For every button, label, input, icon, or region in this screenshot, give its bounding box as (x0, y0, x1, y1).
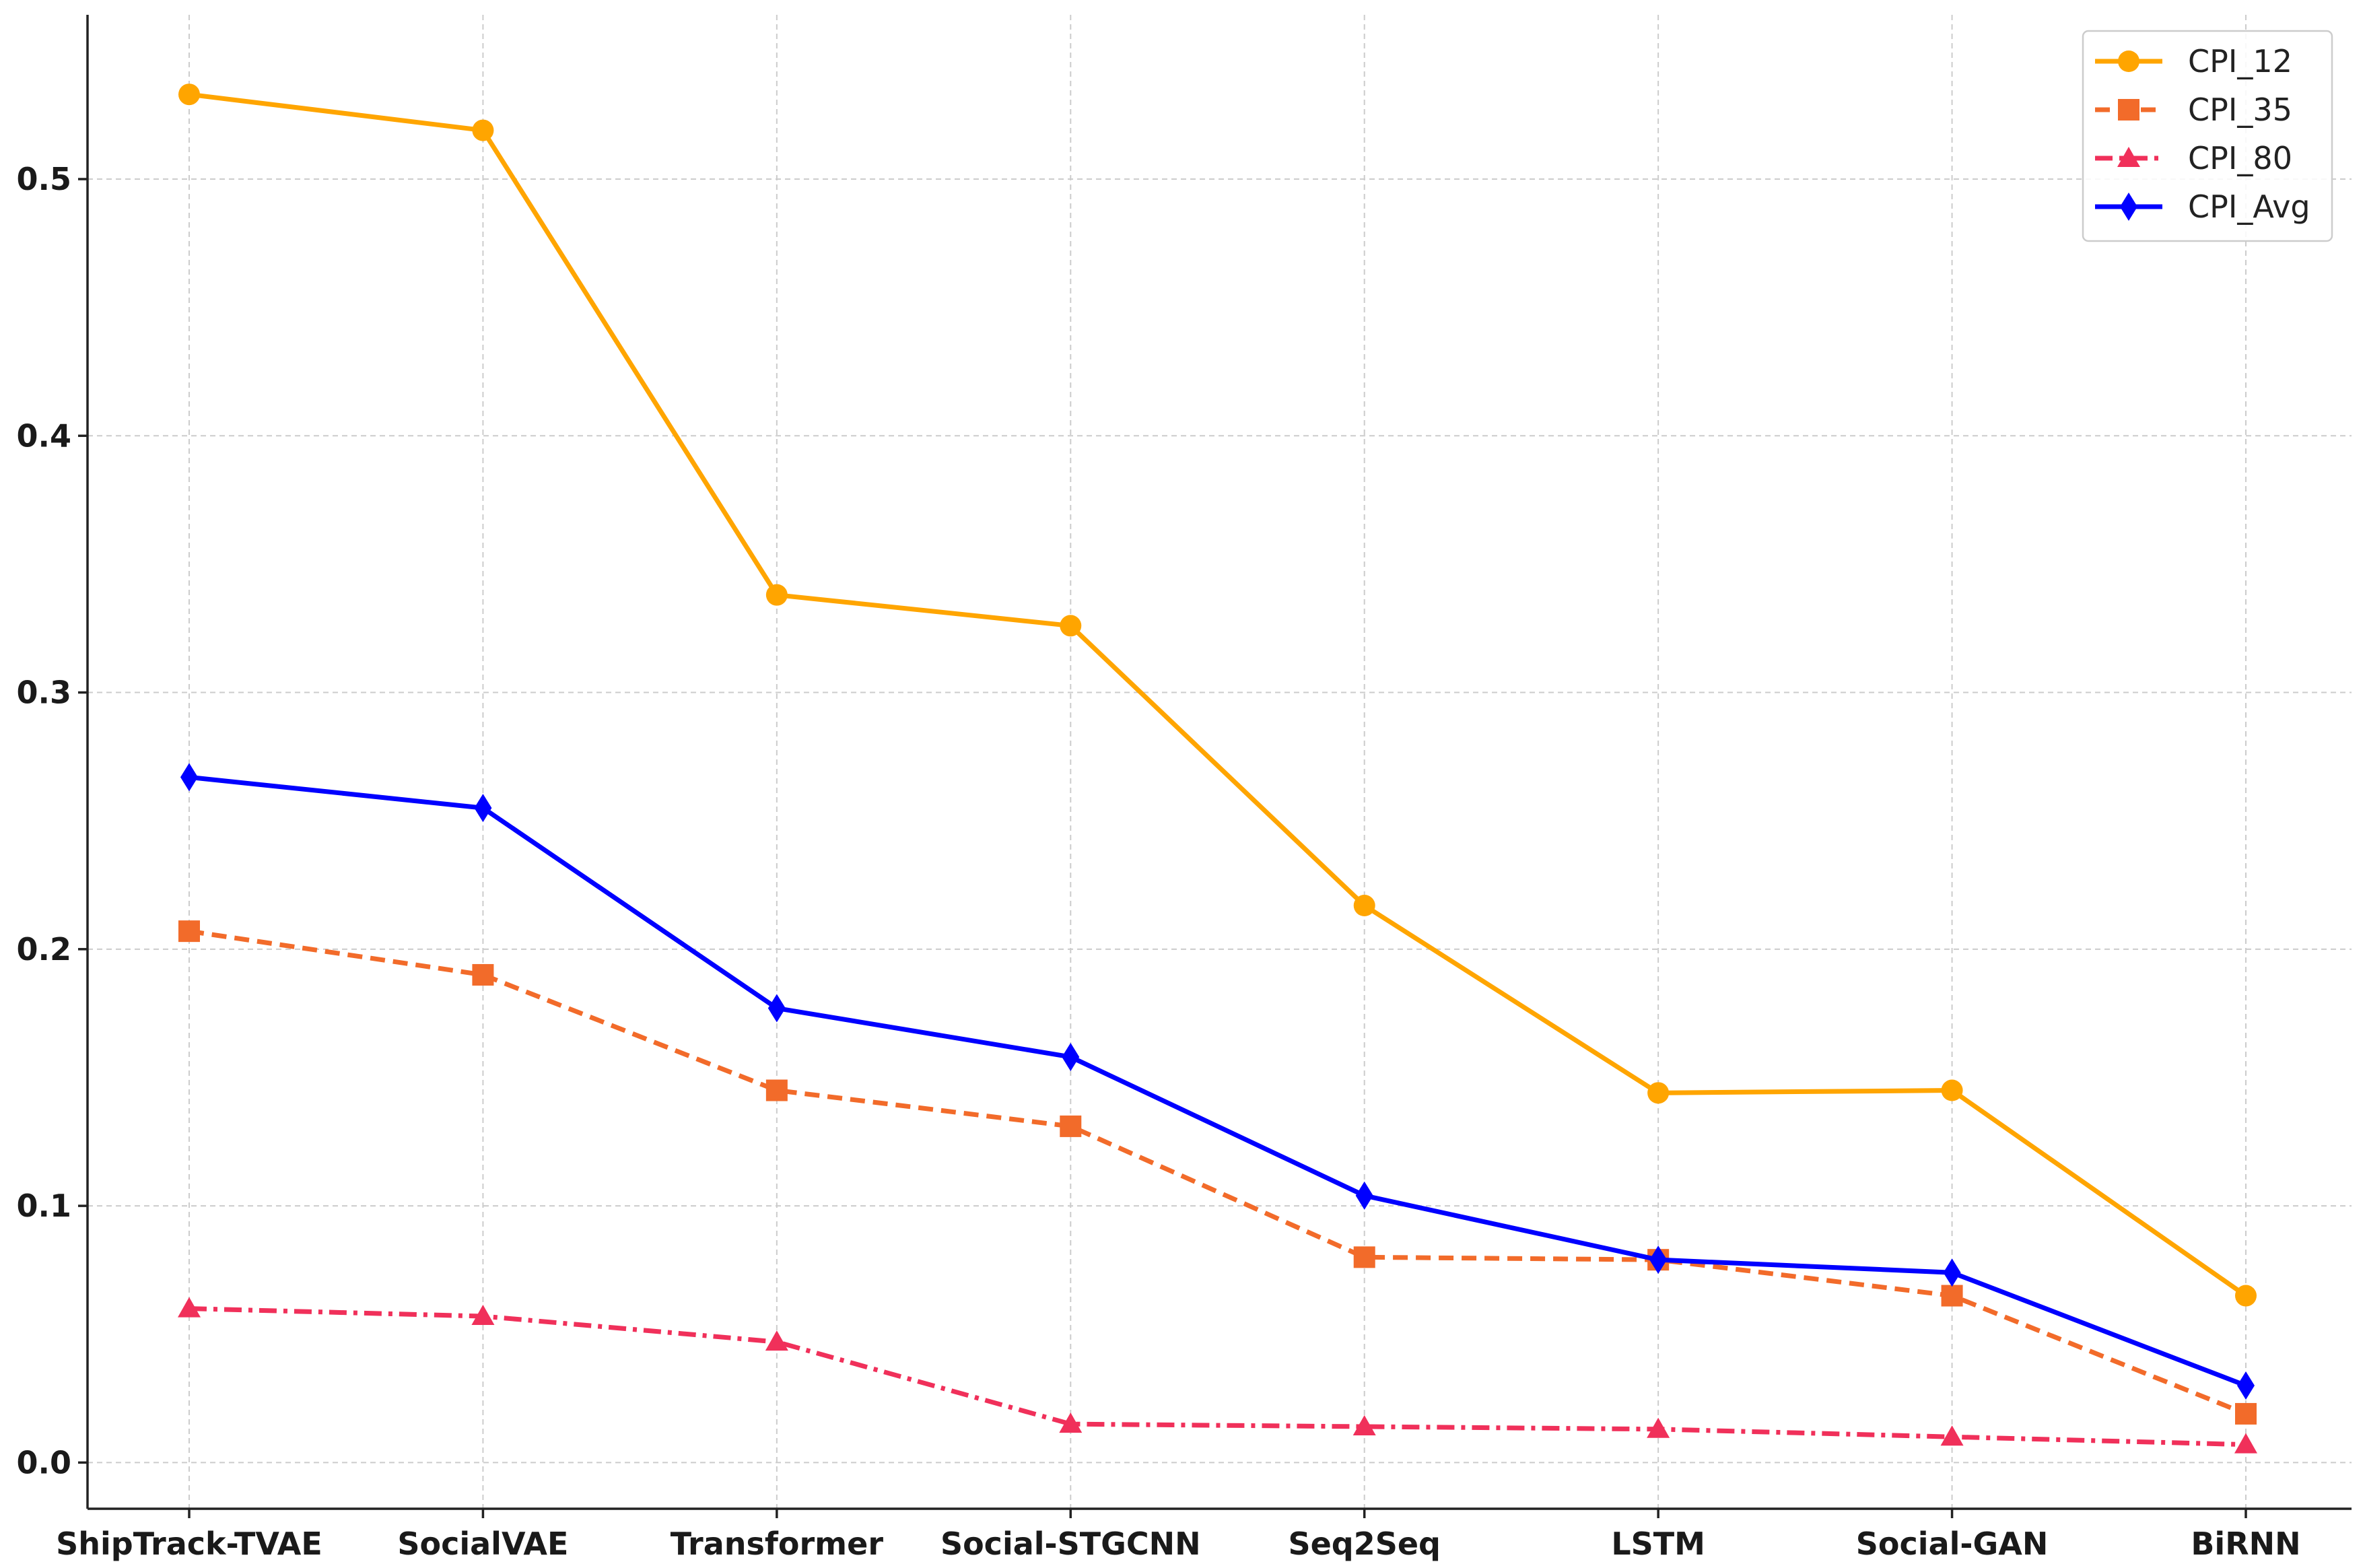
y-tick-label: 0.3 (17, 675, 72, 711)
data-point-cpi-12-social-gan (1941, 1079, 1963, 1101)
axes (86, 15, 2352, 1510)
data-point-cpi-avg-social-gan (1943, 1258, 1961, 1287)
x-tick-label-social-stgcnn: Social-STGCNN (940, 1526, 1201, 1562)
data-point-cpi-12-socialvae (472, 119, 494, 141)
series-line-cpi-80 (188, 1306, 2247, 1447)
data-point-cpi-avg-social-stgcnn (1062, 1042, 1080, 1071)
legend-item-cpi-12: CPI_12 (2095, 43, 2292, 79)
data-point-cpi-12-seq2seq (1353, 895, 1375, 917)
legend-marker-cpi-avg (2120, 193, 2137, 221)
y-tick-label: 0.0 (17, 1444, 72, 1480)
x-tick-label-seq2seq: Seq2Seq (1288, 1526, 1441, 1562)
legend-item-cpi-avg: CPI_Avg (2095, 189, 2310, 225)
data-point-cpi-12-social-stgcnn (1060, 615, 1082, 637)
legend-marker-cpi-35 (2118, 99, 2139, 121)
data-point-cpi-35-social-stgcnn (1060, 1115, 1082, 1137)
data-point-cpi-80-shiptrack-tvae (178, 1297, 201, 1318)
data-point-cpi-avg-shiptrack-tvae (180, 763, 198, 792)
data-point-cpi-35-transformer (765, 1079, 788, 1101)
legend-marker-cpi-80 (2117, 147, 2140, 167)
data-point-cpi-80-social-stgcnn (1059, 1412, 1083, 1433)
data-point-cpi-avg-transformer (767, 994, 786, 1023)
data-point-cpi-avg-lstm (1649, 1246, 1668, 1274)
y-tick-label: 0.4 (17, 417, 72, 454)
legend-label-cpi-12: CPI_12 (2188, 43, 2292, 79)
x-tick-label-birnn: BiRNN (2191, 1526, 2300, 1562)
data-point-cpi-avg-birnn (2237, 1371, 2255, 1400)
x-ticks: ShipTrack-TVAE SocialVAE Transformer Social… (56, 1509, 2301, 1562)
y-tick-label: 0.2 (17, 931, 72, 967)
data-point-cpi-35-socialvae (472, 963, 494, 986)
series-cpi-12 (178, 83, 2257, 1307)
data-point-cpi-12-birnn (2235, 1285, 2257, 1307)
x-tick-label-transformer: Transformer (671, 1526, 884, 1562)
y-tick-label: 0.5 (17, 161, 72, 197)
x-tick-label-socialvae: SocialVAE (397, 1526, 568, 1562)
legend-box (2082, 30, 2333, 242)
data-point-cpi-avg-seq2seq (1355, 1181, 1373, 1210)
series-cpi-avg (180, 763, 2255, 1400)
series-cpi-80 (178, 1297, 2257, 1454)
data-point-cpi-35-social-gan (1941, 1285, 1963, 1307)
legend-item-cpi-35: CPI_35 (2095, 92, 2292, 128)
series-line-cpi-12 (188, 92, 2248, 1298)
data-point-cpi-35-birnn (2235, 1402, 2257, 1425)
data-point-cpi-35-shiptrack-tvae (178, 920, 200, 943)
legend-label-cpi-80: CPI_80 (2188, 140, 2292, 176)
data-point-cpi-12-lstm (1647, 1082, 1670, 1104)
x-tick-label-social-gan: Social-GAN (1856, 1526, 2049, 1562)
data-point-cpi-80-socialvae (471, 1305, 495, 1326)
data-point-cpi-80-lstm (1647, 1417, 1670, 1438)
legend: CPI_12 CPI_35 CPI_80 CPI_Avg (2082, 30, 2333, 242)
y-tick-label: 0.1 (17, 1188, 72, 1224)
legend-item-cpi-80: CPI_80 (2095, 140, 2292, 176)
data-point-cpi-80-birnn (2234, 1433, 2257, 1454)
series-line-cpi-avg (188, 774, 2247, 1388)
y-ticks: 0.0 0.1 0.2 0.3 0.4 0.5 (17, 161, 88, 1480)
data-point-cpi-avg-socialvae (474, 794, 492, 823)
data-point-cpi-12-transformer (765, 584, 788, 606)
legend-marker-cpi-12 (2118, 50, 2139, 72)
series-layer (178, 83, 2257, 1454)
legend-label-cpi-35: CPI_35 (2188, 92, 2292, 128)
data-point-cpi-80-seq2seq (1352, 1414, 1376, 1435)
data-point-cpi-80-transformer (765, 1330, 788, 1351)
legend-label-cpi-avg: CPI_Avg (2188, 189, 2310, 225)
data-point-cpi-80-social-gan (1940, 1425, 1964, 1446)
x-tick-label-shiptrack-tvae: ShipTrack-TVAE (56, 1526, 322, 1562)
x-tick-label-lstm: LSTM (1611, 1526, 1705, 1562)
data-point-cpi-35-seq2seq (1353, 1246, 1375, 1268)
series-line-cpi-35 (188, 928, 2247, 1417)
data-point-cpi-12-shiptrack-tvae (178, 83, 200, 106)
